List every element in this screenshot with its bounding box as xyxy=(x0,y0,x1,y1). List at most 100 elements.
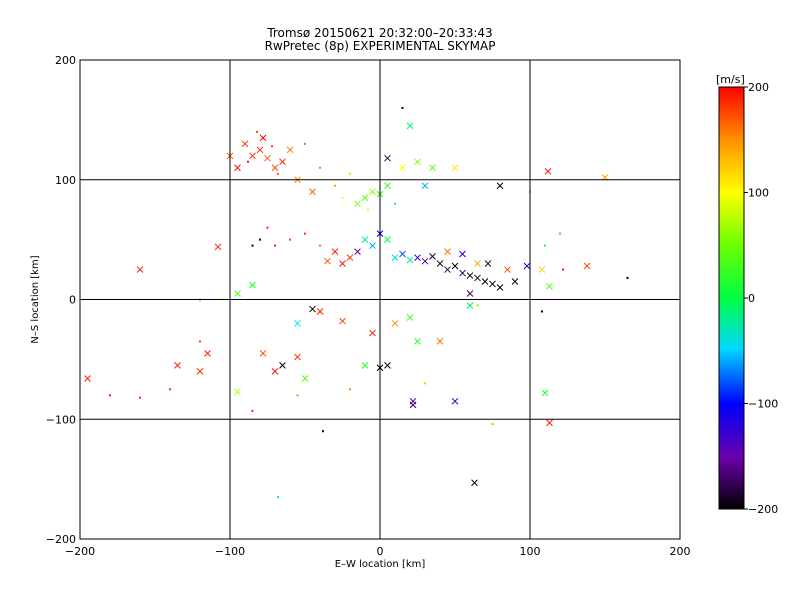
data-point-dot xyxy=(274,244,276,247)
x-axis-label: E–W location [km] xyxy=(335,559,426,570)
data-point-x xyxy=(384,182,391,190)
data-point-x xyxy=(264,154,271,162)
data-point-x xyxy=(391,320,399,327)
data-point-x xyxy=(421,257,429,265)
data-point-dot xyxy=(304,142,306,145)
data-point-x xyxy=(369,188,376,196)
data-point-x xyxy=(474,274,481,282)
data-point-dot xyxy=(277,496,279,499)
data-point-dot xyxy=(544,244,546,247)
data-point-dot xyxy=(334,184,336,187)
data-point-dot xyxy=(319,244,321,247)
data-point-dot xyxy=(296,394,299,397)
data-point-x xyxy=(544,168,552,175)
data-point-x xyxy=(538,266,546,273)
data-point-x xyxy=(234,290,241,297)
data-point-x xyxy=(339,317,346,325)
colorbar-tick-label: 200 xyxy=(748,81,769,94)
y-tick-label: 100 xyxy=(55,174,76,187)
data-point-x xyxy=(384,236,391,243)
data-point-x xyxy=(214,243,222,251)
data-point-dot xyxy=(251,244,254,247)
data-point-x xyxy=(301,375,309,382)
data-point-x xyxy=(279,362,286,369)
data-point-x xyxy=(421,182,429,190)
x-tick-label: −200 xyxy=(65,545,95,558)
data-point-dot xyxy=(394,202,396,205)
data-point-dot xyxy=(256,130,258,133)
data-point-x xyxy=(384,154,391,162)
data-point-dot xyxy=(199,340,201,343)
data-point-x xyxy=(354,248,361,255)
data-point-x xyxy=(414,158,421,166)
data-point-x xyxy=(481,278,489,285)
data-point-dot xyxy=(259,238,261,241)
data-point-dot xyxy=(247,160,249,163)
data-point-x xyxy=(504,266,511,273)
colorbar xyxy=(718,86,745,510)
data-point-x xyxy=(361,194,369,202)
colorbar-tick-label: 100 xyxy=(748,187,769,200)
data-point-dot xyxy=(367,208,369,211)
data-point-x xyxy=(234,164,241,172)
data-point-x xyxy=(451,164,459,172)
data-point-dot xyxy=(139,396,141,399)
data-point-x xyxy=(361,236,369,243)
data-point-x xyxy=(414,338,421,345)
data-point-x xyxy=(196,367,204,375)
data-point-x xyxy=(546,419,553,427)
data-point-dot xyxy=(271,145,273,148)
data-point-x xyxy=(136,266,144,273)
data-point-x xyxy=(249,152,256,160)
data-point-x xyxy=(361,362,369,369)
data-point-x xyxy=(459,250,466,258)
data-point-x xyxy=(406,122,414,130)
data-point-x xyxy=(474,260,481,267)
x-tick-label: 200 xyxy=(670,545,691,558)
data-point-x xyxy=(436,338,444,345)
data-point-x xyxy=(399,164,406,172)
data-point-x xyxy=(271,367,279,375)
data-point-x xyxy=(316,308,324,315)
data-point-dot xyxy=(266,226,269,229)
y-tick-label: 0 xyxy=(69,294,76,307)
data-point-x xyxy=(339,260,346,267)
data-point-x xyxy=(444,266,451,273)
data-point-x xyxy=(369,242,376,249)
data-point-x xyxy=(459,269,466,277)
data-point-dot xyxy=(341,196,344,199)
data-point-dot xyxy=(109,394,111,397)
data-point-dot xyxy=(349,388,351,391)
data-point-dot xyxy=(349,172,351,175)
y-tick-label: 200 xyxy=(55,54,76,67)
chart-title-line1: Tromsø 20150621 20:32:00–20:33:43 xyxy=(267,26,493,40)
data-point-x xyxy=(256,146,264,154)
data-point-dot xyxy=(169,388,171,391)
scatter-points xyxy=(84,106,629,499)
data-point-x xyxy=(496,182,504,190)
data-point-dot xyxy=(424,382,426,385)
colorbar-tick-label: 0 xyxy=(748,292,755,305)
data-point-dot xyxy=(562,268,564,271)
data-point-x xyxy=(451,397,459,405)
data-point-x xyxy=(523,262,531,270)
data-point-dot xyxy=(559,232,561,235)
data-point-x xyxy=(436,260,444,267)
data-point-dot xyxy=(401,106,404,109)
data-point-dot xyxy=(476,304,479,307)
data-point-dot xyxy=(491,423,494,426)
data-point-x xyxy=(234,388,241,396)
data-point-x xyxy=(391,254,399,261)
y-tick-label: −100 xyxy=(46,413,76,426)
data-point-x xyxy=(259,134,267,142)
data-point-dot xyxy=(304,232,306,235)
x-tick-label: 100 xyxy=(520,545,541,558)
data-point-x xyxy=(414,254,421,261)
data-point-dot xyxy=(319,166,321,169)
data-point-x xyxy=(444,248,451,255)
data-point-dot xyxy=(541,310,543,313)
data-point-x xyxy=(279,158,286,166)
data-point-x xyxy=(294,320,301,327)
data-point-x xyxy=(409,401,417,409)
